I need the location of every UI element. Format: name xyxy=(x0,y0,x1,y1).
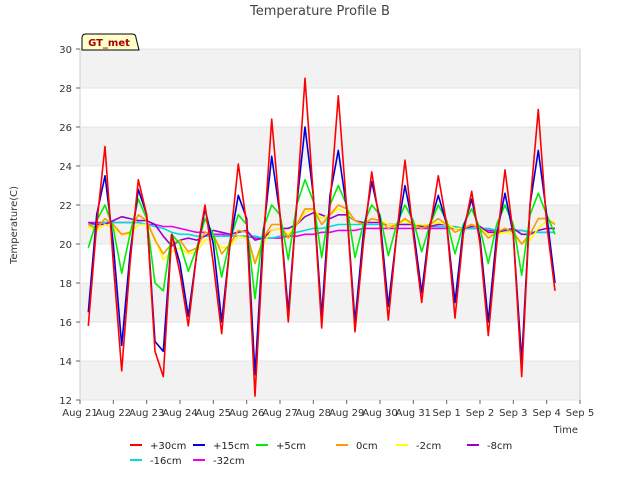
y-tick-label: 18 xyxy=(59,279,72,290)
y-tick-label: 22 xyxy=(59,201,72,212)
legend-label: +15cm xyxy=(213,441,249,452)
x-tick-label: Sep 5 xyxy=(566,408,594,419)
x-tick-label: Aug 29 xyxy=(329,408,364,419)
grid-band xyxy=(80,49,580,88)
gt-met-badge-label: GT_met xyxy=(88,38,130,49)
legend-item: +30cm xyxy=(130,441,186,452)
x-tick-label: Aug 26 xyxy=(229,408,264,419)
chart-title: Temperature Profile B xyxy=(249,4,390,19)
legend-label: -2cm xyxy=(416,441,441,452)
y-tick-label: 12 xyxy=(59,396,72,407)
y-tick-label: 24 xyxy=(59,162,72,173)
legend-item: -8cm xyxy=(467,441,512,452)
x-tick-label: Sep 4 xyxy=(532,408,560,419)
legend-label: +5cm xyxy=(276,441,306,452)
x-tick-label: Sep 2 xyxy=(466,408,494,419)
x-tick-label: Aug 21 xyxy=(62,408,97,419)
x-tick-label: Aug 23 xyxy=(129,408,164,419)
x-axis-label: Time xyxy=(553,425,578,436)
y-axis: 12 14 16 18 20 22 24 26 28 30 xyxy=(59,45,580,407)
legend-item: 0cm xyxy=(336,441,378,452)
series-lines xyxy=(87,77,556,397)
x-tick-label: Aug 24 xyxy=(162,408,197,419)
legend-item: +15cm xyxy=(193,441,249,452)
x-tick-label: Aug 22 xyxy=(96,408,131,419)
legend-label: 0cm xyxy=(356,441,378,452)
x-tick-label: Aug 27 xyxy=(262,408,297,419)
grid-band xyxy=(80,127,580,166)
legend-item: -16cm xyxy=(130,456,182,467)
legend-item: -2cm xyxy=(396,441,441,452)
y-tick-label: 28 xyxy=(59,84,72,95)
grid-band xyxy=(80,361,580,400)
grid-band xyxy=(80,283,580,322)
x-tick-label: Aug 30 xyxy=(362,408,397,419)
y-tick-label: 14 xyxy=(59,357,72,368)
x-tick-label: Sep 1 xyxy=(432,408,460,419)
y-tick-label: 20 xyxy=(59,240,72,251)
legend-label: -8cm xyxy=(487,441,512,452)
legend: +30cm +15cm +5cm 0cm -2cm -8cm -16cm -32cm xyxy=(130,441,512,467)
legend-label: +30cm xyxy=(150,441,186,452)
x-tick-label: Aug 25 xyxy=(196,408,231,419)
x-tick-label: Aug 31 xyxy=(396,408,431,419)
gt-met-badge: GT_met xyxy=(81,33,140,51)
x-tick-label: Aug 28 xyxy=(296,408,331,419)
legend-label: -32cm xyxy=(213,456,245,467)
y-tick-label: 16 xyxy=(59,318,72,329)
y-tick-label: 30 xyxy=(59,45,72,56)
legend-item: +5cm xyxy=(256,441,306,452)
legend-item: -32cm xyxy=(193,456,245,467)
x-tick-label: Sep 3 xyxy=(499,408,527,419)
y-axis-label: Temperature(C) xyxy=(9,186,20,265)
series-line-plus30cm xyxy=(87,77,556,397)
legend-label: -16cm xyxy=(150,456,182,467)
y-tick-label: 26 xyxy=(59,123,72,134)
